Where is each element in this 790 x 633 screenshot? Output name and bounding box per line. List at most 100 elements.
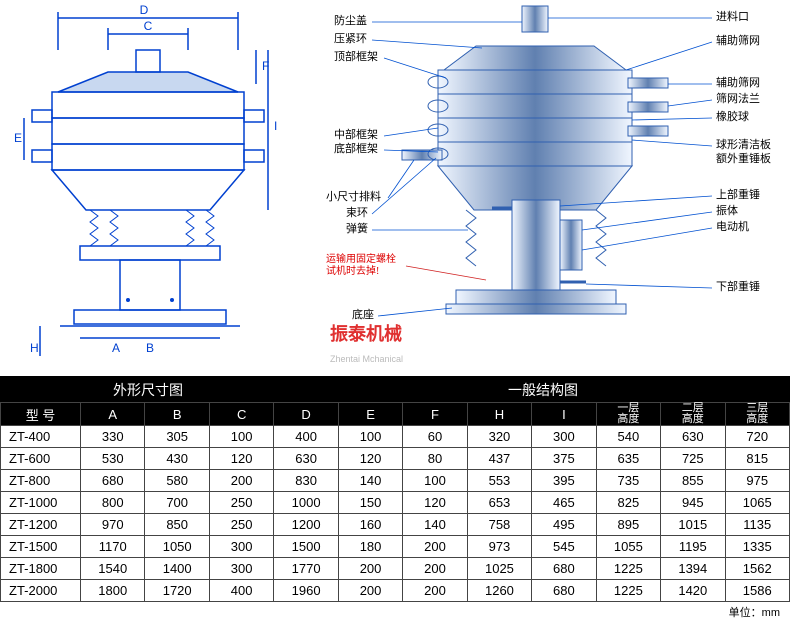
table-cell: 375 <box>532 448 596 470</box>
lbl-lower-hammer: 下部重锤 <box>716 279 760 293</box>
table-cell: 330 <box>81 426 145 448</box>
lbl-hammerplate: 额外重锤板 <box>716 151 771 165</box>
table-cell: 140 <box>403 514 467 536</box>
lbl-small-outlet: 小尺寸排料 <box>326 189 381 203</box>
dim-I: I <box>274 119 277 133</box>
dim-E: E <box>14 131 22 145</box>
table-cell: 725 <box>661 448 725 470</box>
table-cell: 400 <box>209 580 273 602</box>
table-row: ZT-60053043012063012080437375635725815 <box>1 448 790 470</box>
table-cell: 200 <box>209 470 273 492</box>
lbl-flange: 筛网法兰 <box>716 91 760 105</box>
tab-structure: 一般结构图 <box>296 378 790 402</box>
table-cell: 437 <box>467 448 531 470</box>
table-cell: 540 <box>596 426 660 448</box>
table-cell: 300 <box>532 426 596 448</box>
table-cell: 200 <box>338 558 402 580</box>
col-header: F <box>403 403 467 426</box>
lbl-bundle-ring: 束环 <box>346 206 368 219</box>
table-cell: 180 <box>338 536 402 558</box>
lbl-ballplate: 球形清洁板 <box>716 137 771 151</box>
lbl-rubber: 橡胶球 <box>716 109 749 123</box>
lbl-note2: 试机时去掉! <box>326 264 379 277</box>
col-header: 二层高度 <box>661 403 725 426</box>
logo-sub: Zhentai Mchanical <box>330 354 403 364</box>
table-cell: 758 <box>467 514 531 536</box>
table-cell: ZT-800 <box>1 470 81 492</box>
table-cell: 580 <box>145 470 209 492</box>
table-row: ZT-2000180017204001960200200126068012251… <box>1 580 790 602</box>
tab-outline: 外形尺寸图 <box>0 378 296 402</box>
table-cell: 700 <box>145 492 209 514</box>
table-cell: 200 <box>403 558 467 580</box>
table-cell: 100 <box>403 470 467 492</box>
lbl-top-frame: 顶部框架 <box>334 49 378 63</box>
table-cell: 630 <box>661 426 725 448</box>
lbl-clamp-ring: 压紧环 <box>334 32 367 45</box>
table-cell: 120 <box>209 448 273 470</box>
table-cell: 830 <box>274 470 338 492</box>
table-cell: 80 <box>403 448 467 470</box>
unit-label: 单位：mm <box>0 602 790 620</box>
lbl-aux1: 辅助筛网 <box>716 33 760 47</box>
lbl-note1: 运输用固定螺栓 <box>326 252 396 265</box>
lbl-mid-frame: 中部框架 <box>334 127 378 141</box>
table-cell: 1562 <box>725 558 789 580</box>
lbl-spring: 弹簧 <box>346 221 368 235</box>
col-header: 一层高度 <box>596 403 660 426</box>
lbl-upper-hammer: 上部重锤 <box>716 187 760 201</box>
logo: 振泰机械 Zhentai Mchanical <box>330 320 403 367</box>
lbl-vibrator: 振体 <box>716 203 738 217</box>
dim-H: H <box>30 341 39 355</box>
table-row: ZT-1200970850250120016014075849589510151… <box>1 514 790 536</box>
table-cell: 1540 <box>81 558 145 580</box>
table-cell: 735 <box>596 470 660 492</box>
table-cell: 1065 <box>725 492 789 514</box>
table-cell: 320 <box>467 426 531 448</box>
table-row: ZT-40033030510040010060320300540630720 <box>1 426 790 448</box>
lbl-base: 底座 <box>352 307 374 321</box>
table-cell: 545 <box>532 536 596 558</box>
table-cell: 720 <box>725 426 789 448</box>
col-header: D <box>274 403 338 426</box>
table-cell: ZT-1000 <box>1 492 81 514</box>
table-cell: 1335 <box>725 536 789 558</box>
table-cell: 680 <box>532 558 596 580</box>
col-header: B <box>145 403 209 426</box>
table-cell: ZT-1800 <box>1 558 81 580</box>
lbl-aux2: 辅助筛网 <box>716 75 760 89</box>
table-cell: 1586 <box>725 580 789 602</box>
table-cell: 825 <box>596 492 660 514</box>
table-cell: 1055 <box>596 536 660 558</box>
table-cell: 400 <box>274 426 338 448</box>
dim-C: C <box>144 19 153 33</box>
table-cell: 815 <box>725 448 789 470</box>
col-header: C <box>209 403 273 426</box>
table-cell: 1050 <box>145 536 209 558</box>
table-cell: 800 <box>81 492 145 514</box>
table-row: ZT-1800154014003001770200200102568012251… <box>1 558 790 580</box>
table-cell: 530 <box>81 448 145 470</box>
table-cell: 465 <box>532 492 596 514</box>
table-cell: 630 <box>274 448 338 470</box>
col-header: 三层高度 <box>725 403 789 426</box>
outline-diagram: D C F I E <box>0 0 296 360</box>
table-cell: 1225 <box>596 558 660 580</box>
table-cell: 200 <box>403 580 467 602</box>
table-cell: 430 <box>145 448 209 470</box>
table-row: ZT-1500117010503001500180200973545105511… <box>1 536 790 558</box>
table-cell: 395 <box>532 470 596 492</box>
table-cell: 200 <box>403 536 467 558</box>
table-cell: 1195 <box>661 536 725 558</box>
table-cell: 1960 <box>274 580 338 602</box>
lbl-inlet: 进料口 <box>716 9 749 23</box>
table-cell: 850 <box>145 514 209 536</box>
table-cell: 1000 <box>274 492 338 514</box>
lbl-motor: 电动机 <box>716 219 749 233</box>
table-cell: 300 <box>209 558 273 580</box>
table-cell: 1770 <box>274 558 338 580</box>
table-cell: 975 <box>725 470 789 492</box>
table-cell: 945 <box>661 492 725 514</box>
table-cell: 1394 <box>661 558 725 580</box>
table-cell: 635 <box>596 448 660 470</box>
